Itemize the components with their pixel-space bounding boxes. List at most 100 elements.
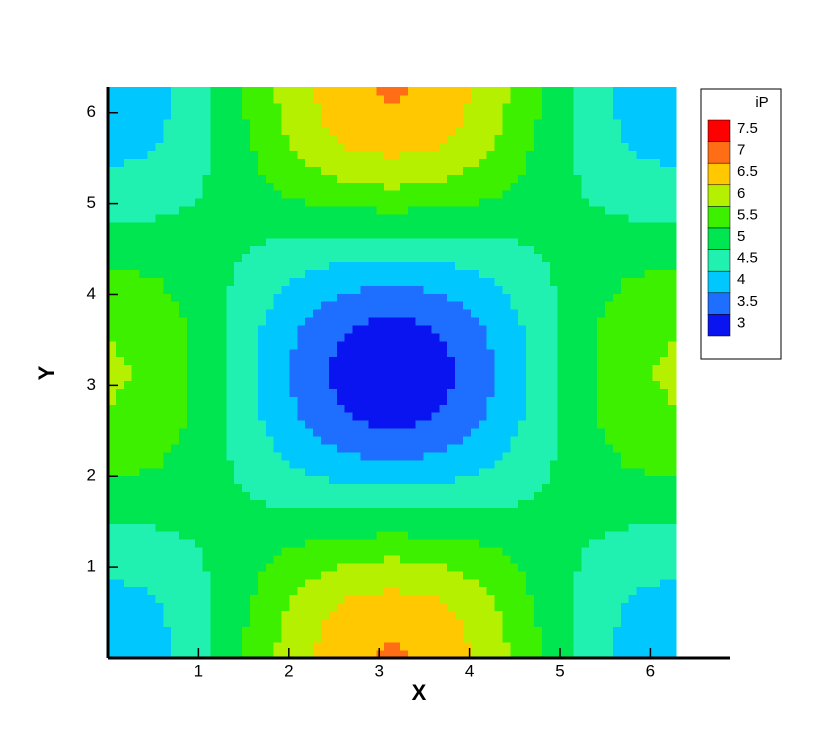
contour-cell (486, 443, 496, 453)
contour-cell (628, 451, 638, 461)
contour-cell (549, 578, 559, 588)
contour-cell (171, 626, 180, 635)
contour-cell (171, 253, 180, 263)
contour-cell (115, 610, 125, 619)
contour-cell (533, 356, 543, 366)
contour-cell (478, 562, 488, 572)
contour-cell (541, 475, 551, 485)
contour-cell (218, 610, 227, 619)
contour-cell (131, 110, 141, 120)
contour-cell (589, 459, 598, 469)
contour-cell (510, 404, 519, 413)
contour-cell (242, 499, 251, 508)
contour-cell (360, 332, 369, 342)
contour-cell (297, 142, 306, 152)
contour-cell (597, 213, 606, 223)
contour-cell (605, 205, 614, 215)
contour-cell (163, 626, 172, 635)
contour-cell (628, 642, 638, 651)
contour-cell (447, 420, 456, 429)
contour-cell (108, 586, 117, 596)
contour-cell (612, 420, 622, 429)
contour-cell (313, 642, 322, 651)
contour-cell (510, 483, 519, 493)
contour-cell (313, 316, 322, 326)
contour-cell (549, 205, 559, 215)
contour-cell (194, 309, 204, 318)
contour-cell (494, 539, 504, 548)
contour-cell (202, 554, 212, 564)
contour-cell (194, 237, 204, 247)
contour-cell (463, 324, 472, 334)
contour-cell (123, 404, 133, 413)
contour-cell (328, 190, 338, 199)
contour-cell (502, 396, 511, 405)
contour-cell (108, 428, 117, 437)
contour-cell (636, 531, 646, 540)
contour-cell (455, 507, 464, 516)
contour-cell (620, 459, 630, 469)
contour-cell (431, 158, 440, 167)
contour-cell (533, 459, 543, 469)
contour-cell (368, 475, 377, 485)
contour-cell (644, 396, 653, 405)
contour-cell (549, 451, 559, 461)
contour-cell (439, 166, 448, 175)
contour-cell (399, 443, 409, 453)
contour-cell (628, 523, 638, 532)
contour-cell (289, 316, 298, 326)
contour-cell (384, 182, 393, 191)
contour-cell (376, 142, 385, 152)
contour-cell (549, 618, 559, 627)
contour-cell (597, 412, 606, 421)
contour-cell (660, 237, 669, 247)
contour-cell (533, 150, 543, 159)
contour-cell (297, 364, 306, 374)
contour-cell (336, 578, 346, 588)
contour-cell (447, 364, 456, 374)
contour-cell (163, 324, 172, 334)
contour-cell (431, 515, 440, 524)
contour-cell (131, 340, 141, 350)
contour-cell (171, 412, 180, 421)
contour-cell (399, 483, 409, 493)
contour-cell (415, 293, 425, 302)
contour-cell (565, 578, 575, 588)
contour-cell (573, 316, 582, 326)
contour-cell (612, 261, 622, 270)
contour-cell (226, 586, 235, 596)
contour-cell (494, 158, 504, 167)
contour-cell (210, 126, 220, 136)
contour-cell (250, 586, 259, 596)
contour-cell (147, 182, 156, 191)
contour-cell (612, 190, 622, 199)
contour-cell (202, 142, 212, 152)
contour-cell (478, 134, 488, 144)
contour-cell (336, 110, 346, 120)
contour-cell (431, 420, 440, 429)
contour-cell (581, 205, 590, 215)
contour-cell (510, 554, 519, 564)
contour-cell (313, 618, 322, 627)
contour-cell (305, 102, 314, 112)
contour-cell (652, 499, 661, 508)
contour-cell (376, 118, 385, 128)
contour-cell (257, 626, 267, 635)
contour-cell (636, 451, 646, 461)
contour-cell (320, 388, 330, 397)
contour-cell (179, 182, 188, 191)
contour-cell (557, 372, 567, 381)
contour-cell (644, 221, 653, 231)
contour-cell (202, 174, 212, 183)
contour-cell (541, 356, 551, 366)
contour-cell (384, 277, 393, 286)
contour-cell (344, 205, 354, 215)
contour-cell (557, 602, 567, 611)
contour-cell (273, 190, 283, 199)
contour-cell (636, 404, 646, 413)
contour-cell (628, 515, 638, 524)
contour-cell (392, 372, 401, 381)
contour-cell (399, 213, 409, 223)
contour-cell (289, 245, 298, 255)
contour-cell (336, 102, 346, 112)
